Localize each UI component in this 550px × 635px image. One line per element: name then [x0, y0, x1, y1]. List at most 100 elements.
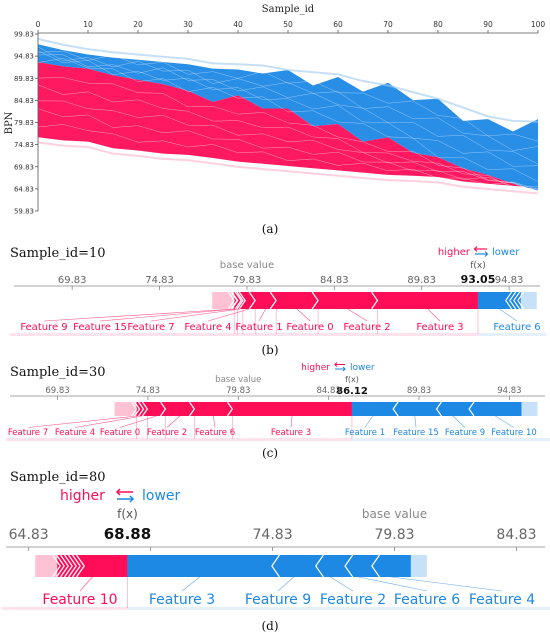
feature-label: Feature 0 [100, 428, 140, 438]
stacked-force-plot: Sample_id BPN 0 10 20 30 40 50 60 70 80 90 100 99.… [4, 4, 545, 236]
feature-label: Feature 3 [416, 322, 463, 333]
axis-tick-label: 79.83 [226, 386, 250, 396]
axis-tick-label: 94.83 [495, 275, 524, 286]
feature-label: Feature 10 [42, 592, 117, 608]
feature-label: Feature 6 [493, 322, 540, 333]
x-tick-label: 20 [133, 20, 143, 29]
axis-tick-label: 89.83 [407, 386, 431, 396]
lower-streak [38, 50, 538, 142]
base-value-label: base value [220, 260, 274, 271]
axis-tick-label: 74.83 [253, 527, 293, 543]
feature-connector [99, 308, 236, 322]
positive-segment-divider [131, 401, 138, 417]
feature-connector [495, 415, 515, 428]
positive-segment-divider [311, 291, 319, 310]
feature-connector [277, 576, 294, 592]
panel-c-label: (c) [262, 446, 278, 460]
axis-tick-label: 79.83 [374, 527, 414, 543]
positive-small-divider [138, 401, 145, 417]
feature-label: Feature 10 [491, 428, 537, 438]
x-tick-label: 30 [183, 20, 193, 29]
feature-connector [414, 415, 417, 428]
y-axis-title: BPN [4, 111, 15, 134]
axis-tick-label: 94.83 [497, 386, 521, 396]
fx-label: f(x) [470, 261, 486, 271]
panel-b-label: (b) [261, 343, 278, 357]
x-tick-label: 50 [283, 20, 293, 29]
swap-arrows-icon [473, 246, 489, 257]
positive-segment-divider [371, 291, 379, 310]
feature-label: Feature 15 [393, 428, 439, 438]
feature-connector [181, 576, 200, 592]
feature-label: Feature 15 [73, 322, 127, 333]
positive-small-divider [230, 291, 238, 310]
feature-label: Feature 2 [343, 322, 390, 333]
positive-segment-divider [236, 291, 244, 310]
y-tick-label: 79.83 [14, 119, 34, 127]
feature-label: Feature 7 [127, 322, 174, 333]
positive-small-divider [52, 554, 61, 578]
y-tick-label: 94.83 [14, 53, 34, 61]
x-tick-label: 40 [233, 20, 243, 29]
negative-small-divider [509, 291, 517, 310]
fx-value: 68.88 [104, 525, 151, 543]
feature-label: Feature 1 [345, 428, 385, 438]
axis-tick-label: 84.83 [320, 275, 349, 286]
positive-small-divider [134, 401, 141, 417]
panel-d-label: (d) [261, 619, 278, 633]
lower-streak [38, 50, 538, 167]
force-plot-sample-10: Sample_id=10 higher lower base value f(x… [10, 246, 546, 357]
feature-connector [150, 308, 241, 322]
negative-bar [477, 292, 521, 309]
positive-bar [136, 402, 352, 416]
axis-tick-label: 74.83 [136, 386, 160, 396]
positive-bar [57, 555, 128, 577]
feature-connector [347, 308, 368, 322]
lower-area [38, 44, 538, 191]
y-tick-label: 74.83 [14, 141, 34, 149]
feature-connector [213, 415, 216, 428]
feature-label: Feature 4 [55, 428, 95, 438]
higher-streak [38, 108, 538, 187]
positive-segment-divider [188, 401, 196, 417]
feature-connector [43, 308, 235, 322]
negative-fade [520, 292, 537, 309]
axis-tick-label: 74.83 [145, 275, 174, 286]
y-tick-label: 64.83 [14, 185, 34, 193]
feature-connector [166, 415, 181, 428]
positive-fade [114, 402, 137, 416]
axis-tick-label: 79.83 [233, 275, 262, 286]
positive-bar [234, 292, 478, 309]
negative-segment-divider [271, 554, 281, 578]
fx-label: f(x) [345, 375, 359, 384]
negative-segment-divider [468, 401, 475, 417]
feature-label: Feature 9 [20, 322, 67, 333]
feature-label: Feature 0 [286, 322, 333, 333]
feature-label: Feature 6 [195, 428, 235, 438]
positive-small-divider [56, 554, 65, 578]
feature-label: Feature 4 [184, 322, 231, 333]
feature-connector [290, 415, 293, 428]
positive-small-divider [76, 554, 85, 578]
positive-small-divider [72, 554, 81, 578]
feature-connector [452, 415, 466, 428]
negative-label-band [351, 438, 550, 441]
lower-label: lower [142, 488, 181, 504]
axis-tick-label: 64.83 [9, 527, 49, 543]
feature-connector [391, 576, 503, 592]
positive-small-divider [68, 554, 77, 578]
sample-title: Sample_id=80 [10, 470, 106, 485]
axis-tick-label: 84.83 [316, 386, 340, 396]
negative-label-band [127, 607, 550, 610]
axis-tick-label: 89.83 [407, 275, 436, 286]
negative-bar [127, 555, 411, 577]
higher-area [38, 62, 538, 191]
positive-segment-divider [226, 401, 234, 417]
higher-streak [38, 84, 538, 189]
panel-a-label: (a) [262, 222, 279, 236]
base-value-label: base value [215, 375, 261, 385]
axis-tick-label: 69.83 [58, 275, 87, 286]
positive-small-divider [60, 554, 69, 578]
higher-label: higher [60, 488, 105, 504]
lower-fade [38, 141, 538, 195]
